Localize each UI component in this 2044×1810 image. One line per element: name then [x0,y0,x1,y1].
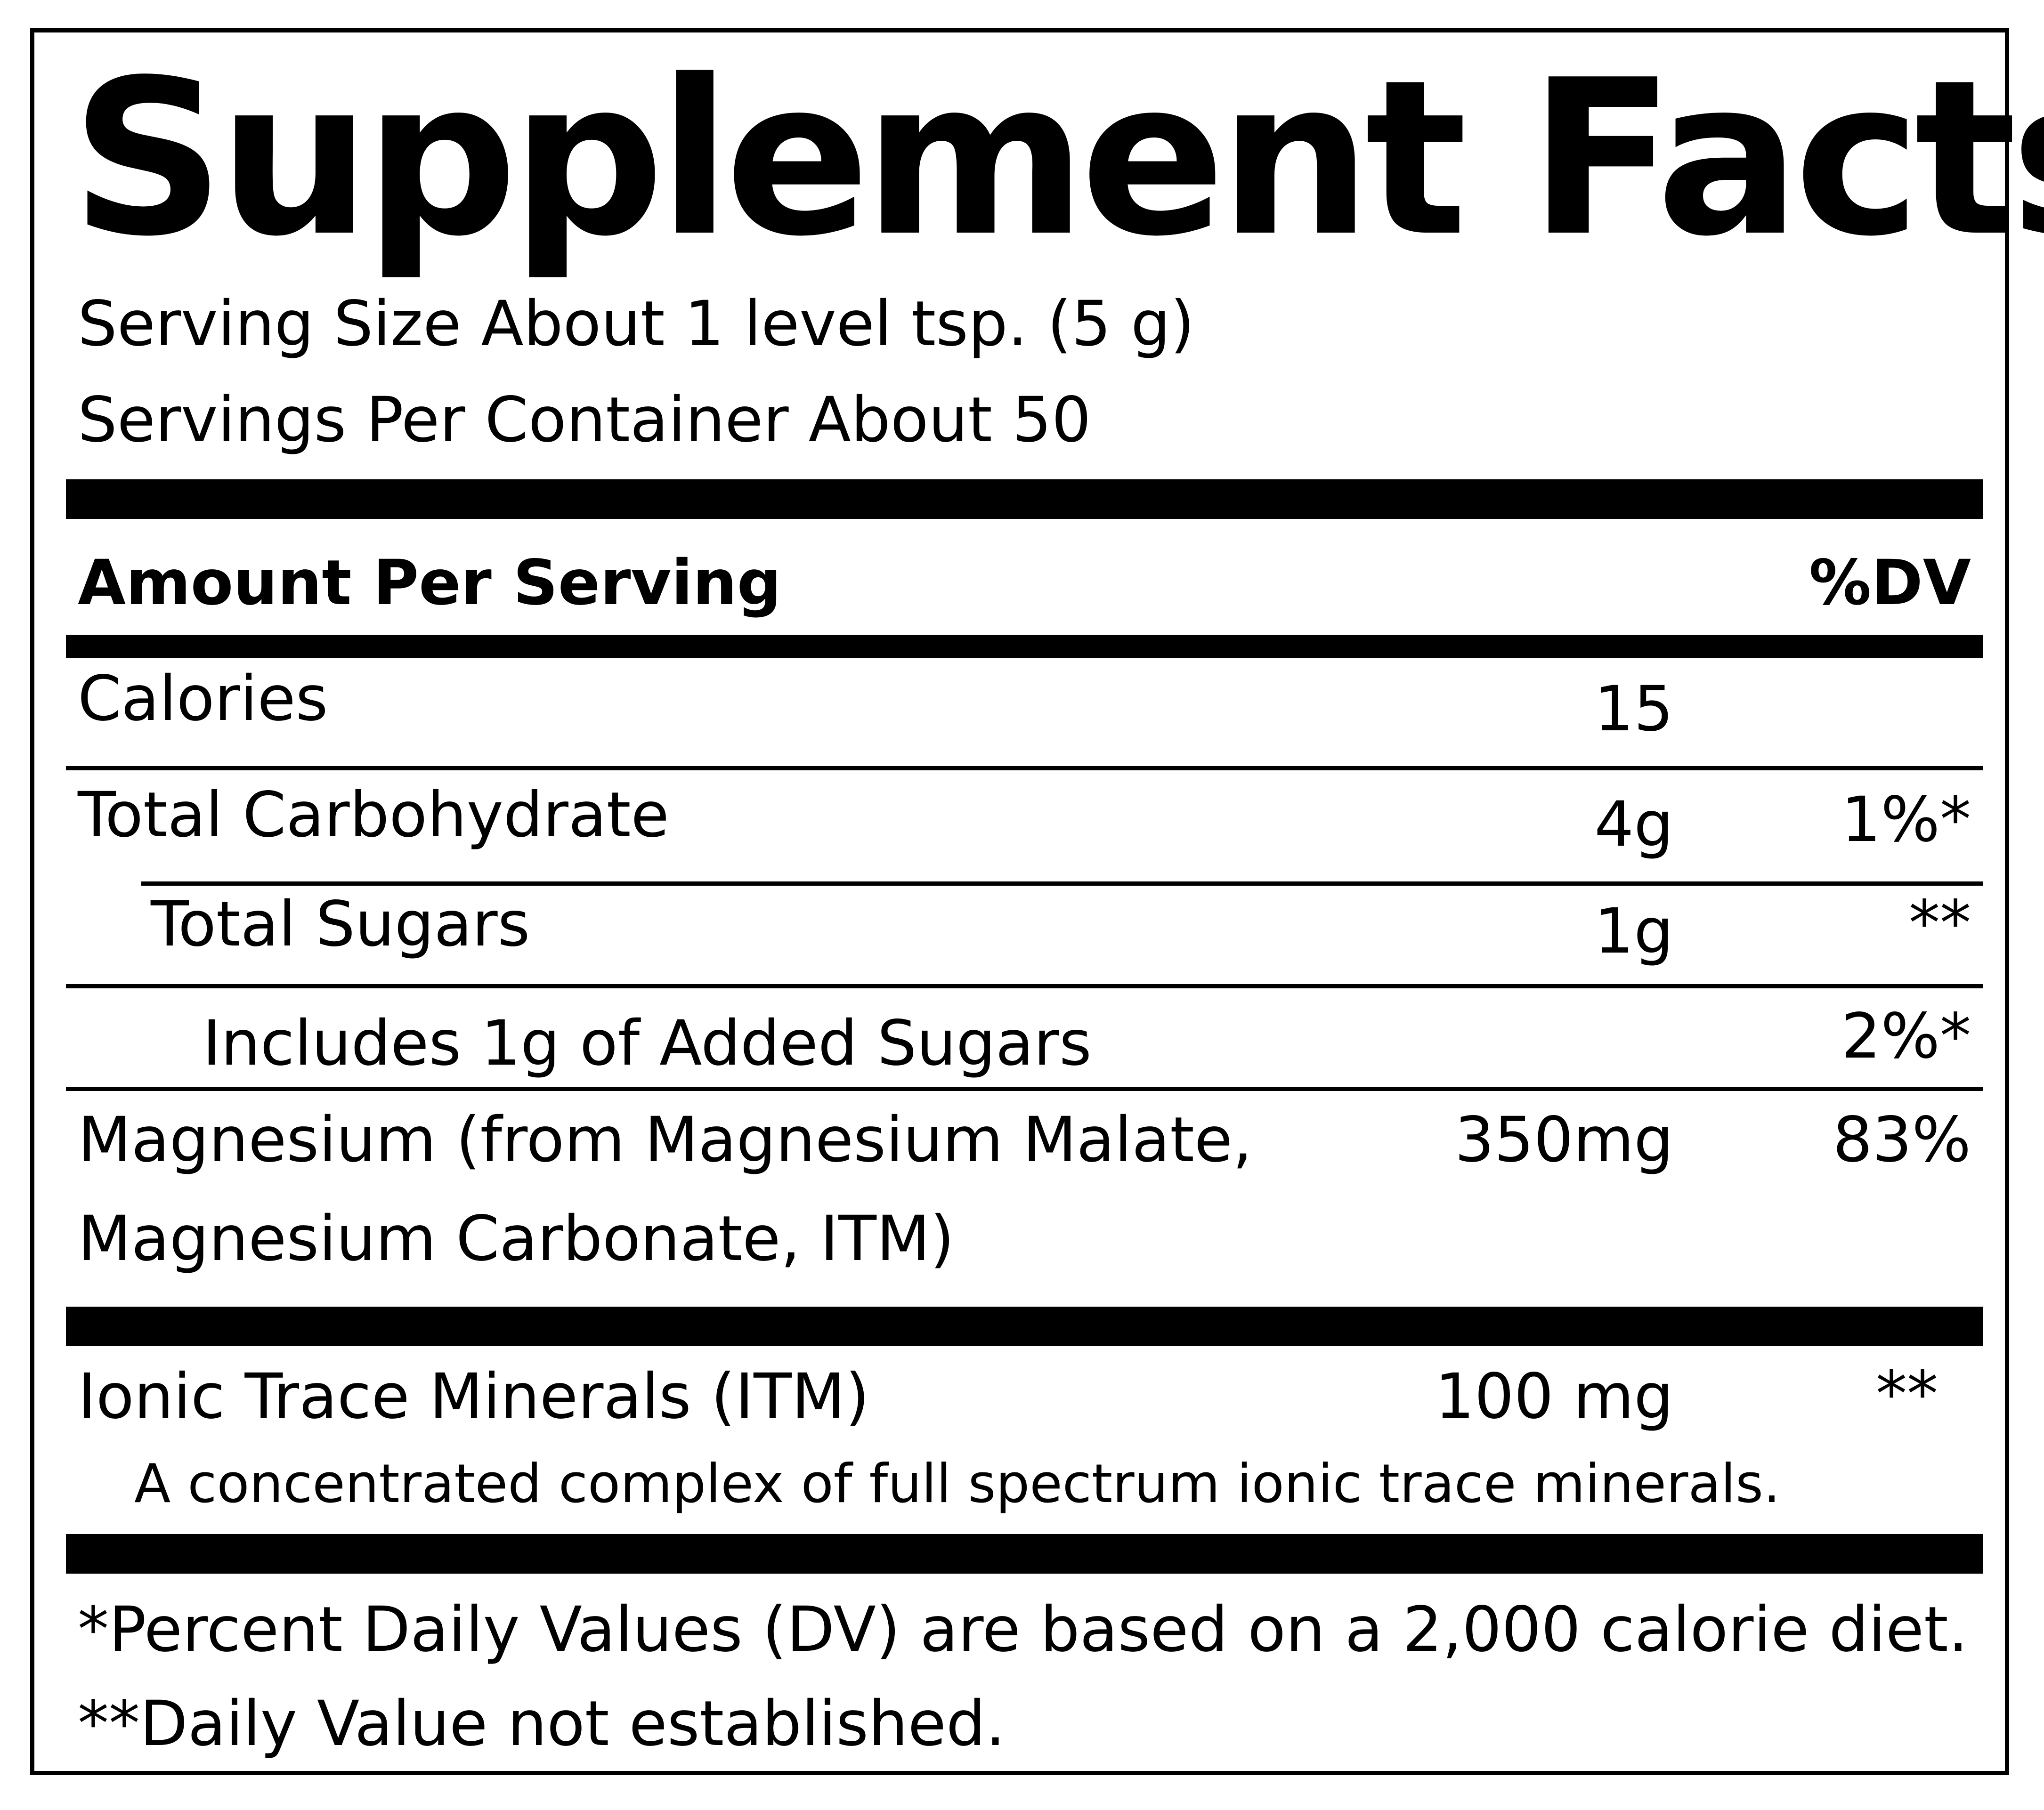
divider-thin [66,984,1983,988]
nutrient-name-continued: Magnesium Carbonate, ITM) [78,1203,955,1275]
nutrient-name: Calories [78,663,328,735]
nutrient-name: Magnesium (from Magnesium Malate, [78,1104,1253,1176]
footnote-dv-not-established: **Daily Value not established. [78,1688,1006,1760]
label-border [30,28,2009,1775]
divider-thin [141,881,1983,886]
nutrient-amount: 15 [1594,673,1673,745]
label-title: Supplement Facts [71,34,2044,283]
divider-thin [66,1087,1983,1091]
divider-medium [66,635,1983,658]
itm-description: A concentrated complex of full spectrum … [134,1453,1780,1515]
divider-thick [66,1534,1983,1574]
amount-per-serving-heading: Amount Per Serving [78,547,782,619]
serving-size: Serving Size About 1 level tsp. (5 g) [78,288,1195,360]
nutrient-dv: 83% [1833,1104,1971,1176]
footnote-dv: *Percent Daily Values (DV) are based on … [78,1593,1968,1666]
divider-thick [66,479,1983,519]
nutrient-amount: 350mg [1454,1104,1673,1176]
nutrient-dv: ** [1876,1358,1938,1430]
divider-thick [66,1307,1983,1346]
nutrient-dv: ** [1909,887,1971,960]
nutrient-name: Includes 1g of Added Sugars [203,1007,1092,1080]
nutrient-name: Total Sugars [151,888,530,961]
nutrient-amount: 100 mg [1435,1360,1673,1433]
nutrient-dv: 2%* [1841,1000,1971,1073]
servings-per-container: Servings Per Container About 50 [78,384,1091,456]
nutrient-name: Ionic Trace Minerals (ITM) [78,1360,870,1433]
nutrient-name: Total Carbohydrate [78,779,669,851]
dv-heading: %DV [1809,547,1971,619]
nutrient-amount: 4g [1594,788,1673,861]
divider-thin [66,766,1983,770]
nutrient-dv: 1%* [1841,784,1971,856]
nutrient-amount: 1g [1594,895,1673,968]
